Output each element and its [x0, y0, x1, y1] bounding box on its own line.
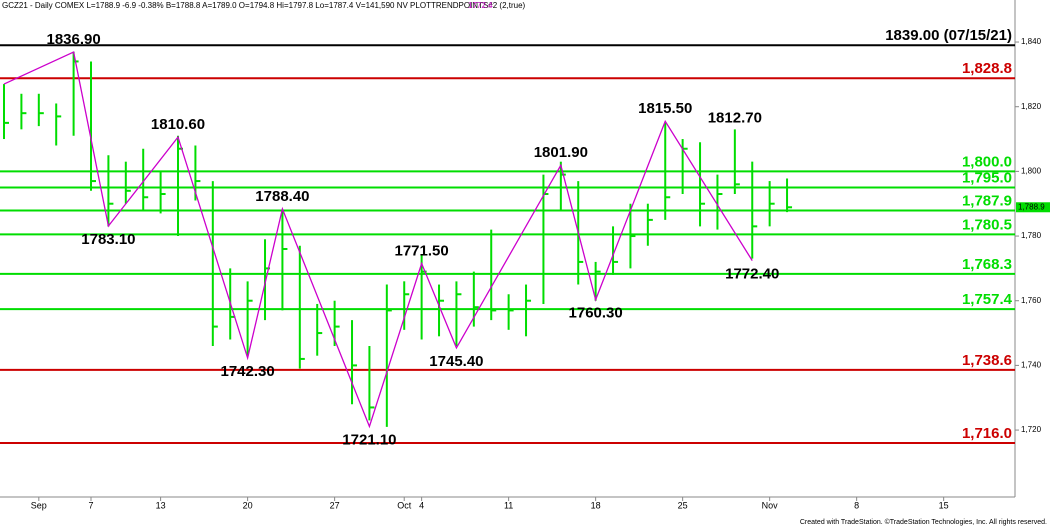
level-label: 1,787.9 [962, 192, 1012, 209]
pivot-label: 1788.40 [255, 188, 309, 205]
x-tick-label: Sep [31, 500, 47, 510]
pivot-line [3, 51, 753, 429]
pivot-label: 1771.50 [395, 243, 449, 260]
x-tick-label: 11 [504, 500, 513, 510]
footer: Created with TradeStation. ©TradeStation… [800, 518, 1047, 526]
level-label: 1,716.0 [962, 425, 1012, 442]
y-tick-label: 1,740 [1021, 361, 1042, 370]
y-tick-label: 1,840 [1021, 37, 1042, 46]
header: GCZ21 - Daily COMEX L=1788.9 -6.9 -0.38%… [2, 1, 526, 10]
pivot-label: 1783.10 [81, 231, 135, 248]
y-tick-label: 1,780 [1021, 231, 1042, 240]
level-label: 1,828.8 [962, 60, 1012, 77]
level-label: 1,780.5 [962, 216, 1012, 233]
x-tick-label: 18 [591, 500, 601, 510]
pivot-label: 1721.10 [342, 431, 396, 448]
x-tick-label: 20 [243, 500, 253, 510]
indicator-value: 1772.4 [468, 1, 493, 10]
pivot-label: 1836.90 [46, 31, 100, 48]
x-tick-label: 15 [939, 500, 949, 510]
level-label: 1839.00 (07/15/21) [885, 27, 1012, 44]
pivot-label: 1815.50 [638, 100, 692, 117]
y-tick-label: 1,800 [1021, 166, 1042, 175]
x-tick-label: 8 [854, 500, 859, 510]
pivot-label: 1760.30 [569, 305, 623, 322]
pivot-label: 1742.30 [220, 363, 274, 380]
x-tick-label: 27 [330, 500, 340, 510]
last-price-label: 1,788.9 [1018, 202, 1045, 211]
y-tick-label: 1,720 [1021, 425, 1042, 434]
level-label: 1,800.0 [962, 153, 1012, 170]
x-tick-label: 4 [419, 500, 424, 510]
x-tick-label: Oct [397, 500, 412, 510]
x-tick-label: 25 [678, 500, 688, 510]
x-tick-label: 7 [88, 500, 93, 510]
pivot-label: 1745.40 [429, 353, 483, 370]
level-label: 1,757.4 [962, 291, 1013, 308]
annotation: 1812.70 [708, 109, 762, 126]
level-label: 1,795.0 [962, 170, 1012, 187]
level-label: 1,768.3 [962, 256, 1012, 273]
x-tick-label: Nov [762, 500, 779, 510]
pivot-label: 1801.90 [534, 144, 588, 161]
y-tick-label: 1,820 [1021, 102, 1042, 111]
last-price-tag [1016, 202, 1050, 213]
pivot-label: 1810.60 [151, 116, 205, 133]
x-tick-label: 13 [156, 500, 166, 510]
pivot-label: 1772.40 [725, 266, 779, 283]
y-tick-label: 1,760 [1021, 296, 1042, 305]
level-label: 1,738.6 [962, 352, 1012, 369]
